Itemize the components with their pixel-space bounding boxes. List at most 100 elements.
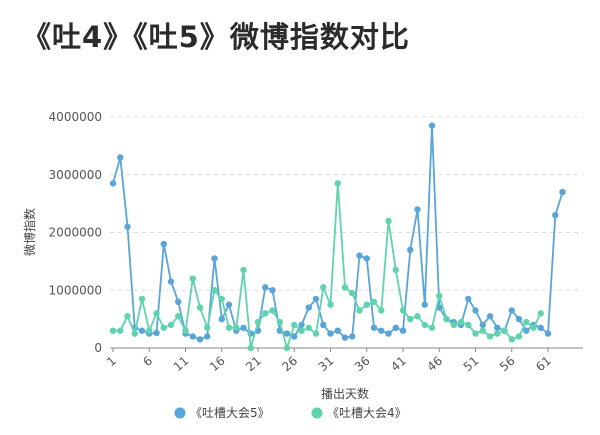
data-point	[240, 324, 247, 331]
data-point	[515, 333, 523, 340]
data-point	[341, 334, 349, 341]
x-tick-label: 6	[140, 354, 155, 370]
x-tick-label: 16	[207, 354, 228, 375]
data-point	[479, 321, 486, 329]
data-point	[138, 327, 146, 334]
data-point	[501, 327, 508, 334]
data-point	[327, 301, 334, 308]
data-point	[385, 330, 392, 337]
data-point	[240, 266, 247, 274]
data-point	[320, 321, 327, 329]
data-point	[189, 333, 196, 340]
data-point	[356, 307, 363, 314]
data-point	[421, 301, 428, 308]
data-point	[356, 252, 363, 259]
data-point	[515, 315, 523, 323]
data-point	[465, 295, 472, 303]
data-point	[175, 298, 182, 305]
data-point	[537, 310, 544, 317]
data-point	[262, 284, 269, 291]
data-point	[247, 344, 254, 352]
data-point	[465, 321, 472, 329]
page-title: 《吐4》《吐5》微博指数对比	[22, 20, 410, 54]
data-point	[457, 318, 465, 326]
data-point	[305, 324, 312, 331]
data-point	[378, 307, 385, 314]
data-point	[160, 240, 167, 248]
data-point	[153, 329, 160, 337]
data-point	[523, 327, 530, 334]
data-point	[370, 298, 378, 305]
data-point	[218, 315, 225, 323]
data-point	[378, 327, 385, 334]
y-tick-label: 3000000	[49, 168, 102, 182]
data-point	[312, 295, 320, 303]
data-point	[486, 333, 494, 340]
data-point	[370, 324, 378, 331]
data-point	[428, 324, 436, 331]
data-point	[450, 321, 457, 329]
data-point	[399, 327, 407, 334]
data-point	[327, 330, 334, 337]
data-point	[283, 344, 291, 352]
data-point	[552, 211, 559, 219]
data-point	[269, 307, 276, 314]
data-point	[124, 223, 131, 230]
data-point	[494, 324, 501, 331]
data-point	[233, 324, 240, 331]
data-point	[182, 327, 189, 334]
data-point	[486, 313, 494, 320]
data-point	[298, 327, 305, 334]
data-point	[392, 324, 399, 331]
data-point	[167, 321, 175, 329]
data-point	[407, 315, 414, 323]
data-point	[523, 318, 530, 326]
x-tick-label: 61	[533, 354, 554, 375]
data-point	[312, 330, 320, 337]
x-tick-label: 31	[316, 354, 337, 375]
data-point	[421, 321, 428, 329]
data-point	[363, 301, 370, 308]
x-axis-title: 播出天数	[321, 386, 369, 401]
data-point	[392, 266, 399, 274]
data-point	[225, 324, 233, 331]
legend-item-1: 《吐槽大会5》	[174, 406, 270, 420]
x-tick-label: 51	[461, 354, 482, 375]
data-point	[211, 287, 218, 294]
grid-lines	[110, 116, 583, 291]
data-point	[414, 206, 421, 213]
data-point	[298, 321, 305, 329]
data-point	[218, 295, 225, 303]
data-point	[262, 310, 269, 317]
data-point	[537, 324, 544, 331]
data-point	[117, 154, 124, 161]
series-2	[109, 180, 544, 352]
data-point	[254, 318, 262, 326]
data-point	[530, 324, 537, 331]
data-point	[349, 333, 356, 340]
data-point	[117, 327, 124, 334]
data-point	[407, 246, 414, 254]
legend-swatch	[311, 407, 323, 419]
data-point	[385, 217, 392, 225]
data-point	[189, 275, 196, 282]
data-point	[341, 284, 349, 291]
data-point	[204, 324, 211, 331]
data-point	[508, 336, 515, 343]
y-tick-label: 0	[94, 341, 102, 355]
data-point	[305, 304, 312, 311]
legend-item-2: 《吐槽大会4》	[311, 406, 407, 420]
series-line	[113, 182, 542, 349]
data-point	[472, 330, 479, 337]
x-tick-label: 46	[424, 354, 445, 375]
data-point	[211, 255, 218, 262]
y-tick-label: 1000000	[49, 283, 102, 297]
data-point	[160, 324, 167, 331]
data-point	[334, 327, 341, 334]
x-tick-label: 1	[104, 354, 119, 370]
legend-label: 《吐槽大会4》	[327, 406, 407, 420]
data-point	[472, 307, 479, 314]
data-point	[196, 304, 204, 311]
series-layer	[109, 122, 566, 352]
data-point	[196, 336, 204, 343]
